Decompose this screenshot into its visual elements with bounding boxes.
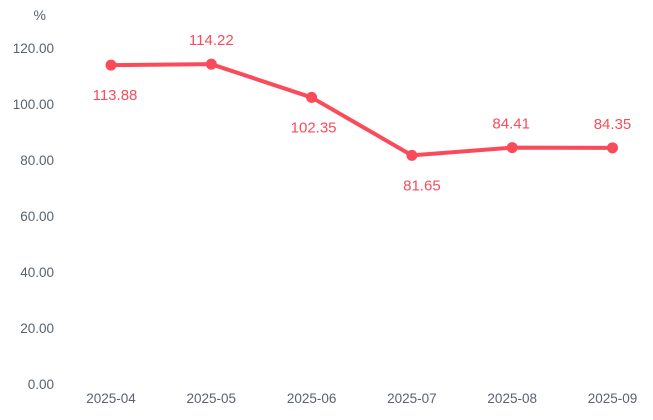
data-point-label: 114.22 bbox=[189, 32, 234, 49]
data-point-label: 84.41 bbox=[492, 116, 530, 133]
y-axis-unit-label: % bbox=[34, 7, 46, 23]
data-point-2025-05[interactable] bbox=[205, 58, 217, 70]
x-axis-tick-label: 2025-04 bbox=[86, 391, 136, 406]
data-point-2025-08[interactable] bbox=[506, 142, 518, 154]
y-axis-tick-label: 20.00 bbox=[20, 321, 54, 336]
data-point-label: 113.88 bbox=[93, 87, 138, 104]
data-point-label: 102.35 bbox=[291, 119, 337, 136]
data-point-2025-07[interactable] bbox=[406, 149, 418, 161]
y-axis-tick-label: 60.00 bbox=[20, 209, 54, 224]
y-axis-tick-label: 0.00 bbox=[28, 377, 54, 392]
y-axis-tick-label: 40.00 bbox=[20, 265, 54, 280]
data-point-2025-09[interactable] bbox=[607, 142, 618, 154]
data-point-2025-06[interactable] bbox=[306, 91, 318, 103]
x-axis-tick-label: 2025-09 bbox=[588, 391, 638, 406]
data-point-label: 81.65 bbox=[403, 177, 441, 194]
y-axis-tick-label: 120.00 bbox=[13, 41, 54, 56]
x-axis-tick-label: 2025-06 bbox=[287, 391, 337, 406]
data-point-2025-04[interactable] bbox=[105, 59, 117, 71]
y-axis-tick-label: 80.00 bbox=[20, 153, 54, 168]
series-line bbox=[109, 62, 615, 158]
x-axis-tick-label: 2025-05 bbox=[187, 391, 237, 406]
data-point-label: 84.35 bbox=[594, 116, 632, 133]
y-axis-tick-label: 100.00 bbox=[13, 97, 54, 112]
x-axis-tick-label: 2025-07 bbox=[387, 391, 437, 406]
x-axis-tick-label: 2025-08 bbox=[487, 391, 537, 406]
